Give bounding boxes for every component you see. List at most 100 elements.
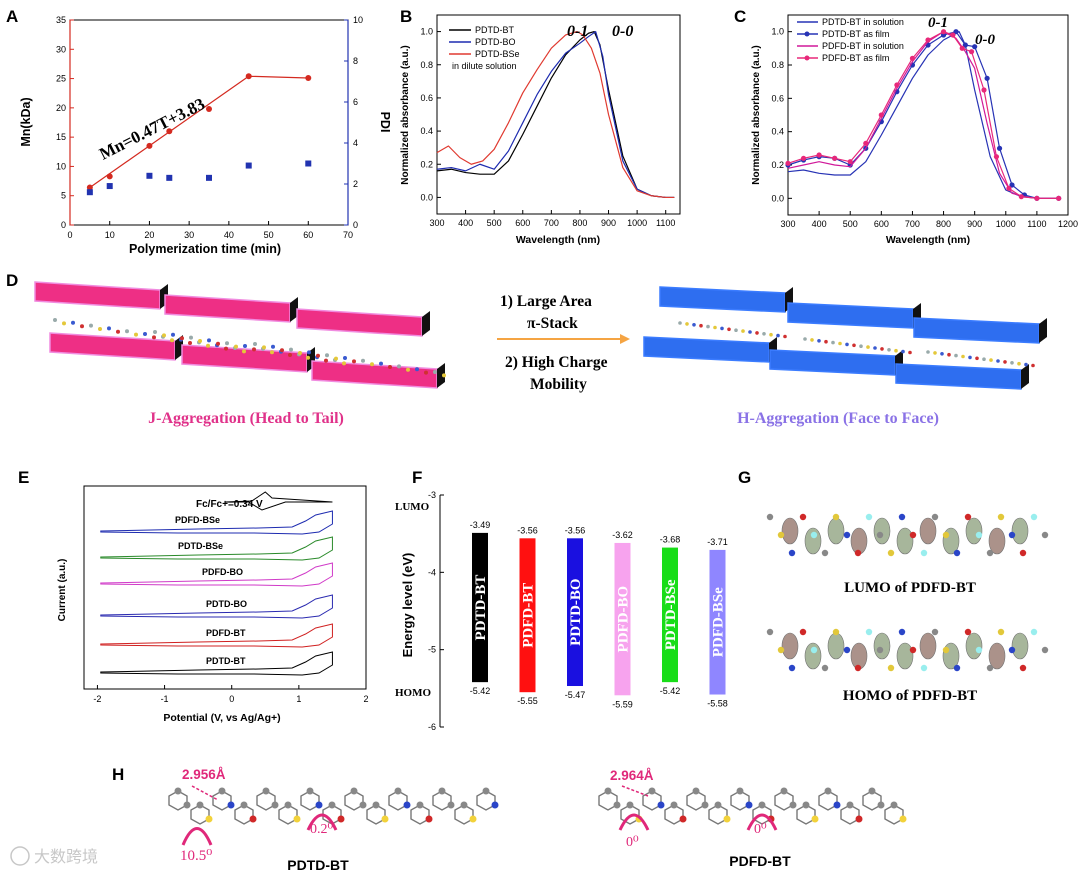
orbital-atom — [942, 646, 950, 654]
chain-atom — [324, 358, 328, 363]
energy-bar — [662, 547, 678, 683]
x-tick-label: 40 — [224, 230, 234, 240]
ring — [410, 804, 430, 825]
orbital-lobe — [896, 527, 914, 555]
panel-label-c: C — [734, 7, 746, 26]
watermark: 大数跨境 — [10, 846, 98, 866]
chain-atom — [116, 329, 120, 334]
chain-atom — [243, 344, 247, 348]
orbital-lobe — [781, 632, 799, 660]
x-tick-label: 900 — [967, 219, 982, 229]
x-tick-label: 500 — [487, 218, 502, 228]
chain-atom — [62, 321, 66, 326]
atom — [482, 787, 490, 795]
chain-atom — [325, 353, 329, 358]
d-step1: 1) Large Area — [500, 293, 592, 310]
panel-f-ylabel: Energy level (eV) — [400, 553, 415, 658]
chain-atom — [216, 341, 220, 346]
chain-atom — [824, 339, 828, 344]
blue-slab-end — [1039, 318, 1047, 343]
legend-marker-c2 — [804, 31, 810, 37]
orbital-lobe — [827, 632, 845, 660]
ring — [664, 804, 684, 825]
y2-tick-label: 4 — [353, 138, 358, 148]
chain-atom — [89, 323, 93, 328]
orbital-atom — [898, 628, 906, 636]
chain-atom — [1024, 362, 1028, 367]
chain-atom — [424, 370, 428, 375]
chain-atom — [968, 355, 972, 360]
x-tick-label: 500 — [843, 219, 858, 229]
chain-atom — [741, 329, 745, 333]
pink-slab-end — [437, 363, 445, 388]
panel-e-frame — [83, 485, 367, 690]
chain-atom — [678, 321, 682, 325]
panel-label-b: B — [400, 7, 412, 26]
molecule-structures — [168, 785, 907, 846]
mn-point — [305, 74, 312, 81]
chain-atom — [1003, 360, 1007, 364]
d-step1b: π-Stack — [527, 315, 578, 332]
panel-h: 2.956Å 10.5⁰ 0.2⁰ PDTD-BT 2.964Å 0⁰ 0⁰ P… — [168, 767, 907, 873]
atom — [438, 787, 446, 795]
chain-atom — [1017, 361, 1021, 366]
mn-point — [166, 128, 173, 135]
atom — [899, 815, 907, 823]
y2-tick-label: 6 — [353, 97, 358, 107]
y-tick-label: 0.8 — [771, 60, 784, 70]
chain-atom — [53, 318, 57, 322]
blue-slab-face — [895, 363, 1022, 390]
chain-atom — [845, 342, 849, 347]
chain-atom — [692, 323, 696, 327]
atom — [271, 801, 279, 809]
chain-atom — [989, 358, 993, 362]
pdi-point — [166, 174, 173, 181]
chain-atom — [720, 326, 724, 331]
y-tick-label: 0.4 — [420, 126, 433, 136]
y-tick-label: 0.8 — [420, 60, 433, 70]
atom — [337, 815, 345, 823]
panel-e-ylabel: Current (a.u.) — [57, 559, 68, 622]
ring — [774, 790, 794, 811]
chain-atom — [188, 341, 192, 345]
chain-atom — [859, 344, 863, 349]
orbital-atom — [854, 664, 862, 672]
chain-atom — [98, 327, 102, 331]
chain-atom — [170, 338, 174, 343]
chain-atom — [961, 354, 965, 359]
ring — [278, 804, 298, 825]
x-tick-label: 1000 — [996, 219, 1016, 229]
orbital-lobe — [965, 517, 983, 545]
orbital-atom — [799, 513, 807, 521]
panel-a-xlabel: Polymerization time (min) — [129, 242, 281, 256]
panel-c-frame — [787, 14, 1069, 216]
panel-b-xlabel: Wavelength (nm) — [516, 234, 600, 246]
atom — [394, 787, 402, 795]
chain-atom — [734, 328, 738, 333]
panel-e-plot: PDFD-BSe PDTD-BSe PDFD-BO PDTD-BO PDFD-BT PDT… — [100, 491, 333, 676]
spectrum-line — [787, 31, 1059, 199]
pdi-point — [206, 174, 212, 181]
chain-atom — [838, 341, 842, 346]
ring — [730, 790, 750, 811]
chain-atom — [162, 333, 166, 338]
spectrum-line — [436, 30, 675, 199]
pink-slab-face — [181, 344, 308, 373]
chain-atom — [685, 322, 689, 326]
ring — [366, 804, 386, 825]
ring — [884, 804, 904, 825]
atom — [447, 801, 455, 809]
x-tick-label: 1200 — [1058, 219, 1078, 229]
x-tick-label: 600 — [874, 219, 889, 229]
distance-line — [191, 785, 219, 801]
cv-trace-label: PDTD-BO — [206, 599, 247, 609]
ring — [344, 790, 364, 811]
atom — [811, 815, 819, 823]
y-tick-label: 0.2 — [420, 159, 433, 169]
pink-slab-face — [164, 294, 291, 323]
spectrum-point — [1018, 194, 1024, 200]
homo-value: -5.42 — [660, 686, 681, 696]
spectrum-point — [959, 45, 965, 51]
atom — [425, 815, 433, 823]
x-tick-label: 300 — [429, 218, 444, 228]
